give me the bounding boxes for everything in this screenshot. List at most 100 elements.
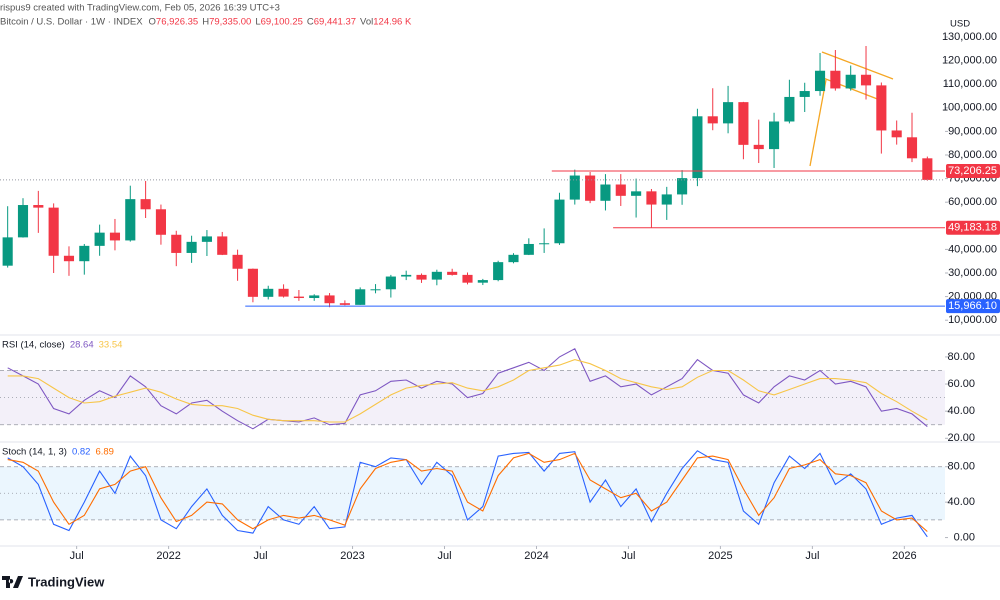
- candle-body: [493, 262, 504, 281]
- y-axis-label: USD: [950, 19, 970, 30]
- candle-body: [554, 199, 565, 244]
- x-tick-label: Jul: [621, 550, 635, 562]
- candle-body: [477, 280, 488, 283]
- lines: RSIRSI-based MA: [7, 348, 928, 430]
- candle-body: [738, 102, 749, 145]
- candle-body: [431, 271, 442, 280]
- y-tick-label: 130,000.00: [942, 31, 997, 43]
- flag-upper: [821, 51, 894, 80]
- y-tick-label: 110,000.00: [943, 78, 997, 90]
- current-value: 28.64: [70, 340, 94, 351]
- candle-body: [585, 175, 596, 201]
- candle-body: [278, 288, 289, 297]
- level-tag: [946, 220, 1000, 235]
- candle-body: [17, 205, 29, 238]
- y-tick-label: 20.00: [947, 432, 975, 444]
- level-label: 49,183.18: [948, 222, 997, 234]
- y-tick-label: 60,000.00: [948, 196, 997, 208]
- candles: [2, 45, 933, 308]
- ohlc-key: O: [149, 17, 156, 28]
- y-tick-label: 100,000.00: [942, 102, 997, 114]
- candle-body: [753, 144, 764, 150]
- level-label: 73,206.25: [948, 165, 997, 177]
- candle-body: [845, 74, 856, 89]
- candle-body: [171, 234, 182, 253]
- y-tick-label: 80.00: [947, 461, 975, 473]
- flag-pole: [809, 79, 827, 167]
- candle-body: [569, 175, 580, 200]
- level-tag: [946, 299, 1000, 314]
- candle-body: [140, 199, 151, 210]
- x-tick-label: Jul: [254, 550, 268, 562]
- ohlc-value: 76,926.35: [156, 17, 198, 28]
- candle-body: [677, 178, 688, 195]
- candle-body: [860, 74, 872, 86]
- ohlc-key: H: [202, 17, 209, 28]
- x-tick-label: 2024: [524, 550, 548, 562]
- ohlc-key: Vol: [360, 17, 373, 28]
- candle-body: [355, 289, 366, 305]
- candle-body: [799, 91, 810, 97]
- level-label: 15,966.10: [948, 300, 997, 312]
- current-value: 0.82: [72, 447, 91, 458]
- pane-title: Stoch (14, 1, 3): [2, 447, 67, 458]
- level-tag: [946, 164, 1000, 179]
- y-tick-label: 90,000.00: [948, 125, 997, 137]
- x-tick-label: Jul: [805, 550, 819, 562]
- ohlc-value: 69,441.37: [314, 17, 356, 28]
- candle-body: [125, 199, 136, 241]
- candle-body: [830, 70, 841, 89]
- header: rispus9 created with TradingView.com, Fe…: [0, 3, 280, 28]
- candle-body: [63, 255, 75, 262]
- brand-name: TradingView: [28, 574, 105, 589]
- ohlc-key: C: [307, 17, 314, 28]
- candle-body: [891, 130, 902, 138]
- candle-body: [155, 209, 167, 235]
- candle-body: [707, 116, 718, 124]
- candle-body: [661, 194, 672, 205]
- candle-body: [723, 102, 734, 124]
- series-line: RSI: [7, 348, 928, 430]
- candle-body: [324, 295, 335, 304]
- candle-body: [768, 121, 780, 150]
- credit: rispus9 created with TradingView.com, Fe…: [0, 3, 280, 14]
- candle-body: [922, 158, 933, 180]
- series-line: RSI-based MA: [7, 359, 928, 423]
- candle-body: [263, 288, 274, 297]
- candle-body: [186, 241, 197, 253]
- candle-body: [447, 271, 458, 275]
- candle-body: [201, 236, 212, 242]
- candle-body: [309, 295, 320, 299]
- brand-logo: [2, 576, 23, 588]
- symbol: Bitcoin / U.S. Dollar · 1W · INDEX: [0, 17, 143, 28]
- series-line: %K: [7, 450, 928, 538]
- ohlc-value: 79,335.00: [209, 17, 251, 28]
- y-tick-label: 40.00: [947, 496, 975, 508]
- y-tick-label: 30,000.00: [948, 267, 997, 279]
- y-tick-label: 80.00: [947, 351, 975, 363]
- candle-body: [33, 205, 44, 208]
- y-tick-label: 120,000.00: [942, 55, 997, 67]
- x-tick-label: 2022: [156, 550, 180, 562]
- candle-body: [631, 191, 642, 196]
- current-value: 33.54: [99, 340, 123, 351]
- pane-title: RSI (14, close): [2, 340, 65, 351]
- candle-body: [2, 237, 13, 266]
- candle-body: [876, 85, 887, 131]
- y-tick-label: 60.00: [947, 378, 975, 390]
- candle-body: [109, 232, 121, 241]
- candle-body: [539, 243, 550, 245]
- ohlc-value: 124.96 K: [373, 17, 412, 28]
- candle-body: [385, 276, 396, 290]
- brand: TradingView: [2, 574, 105, 589]
- candle-body: [600, 184, 611, 201]
- candle-body: [523, 243, 534, 255]
- candle-body: [79, 245, 90, 262]
- candle-body: [370, 289, 381, 291]
- y-tick-label: 40,000.00: [948, 243, 997, 255]
- ohlc-key: L: [255, 17, 260, 28]
- y-tick-label: 0.00: [954, 531, 975, 543]
- candle-body: [784, 96, 795, 122]
